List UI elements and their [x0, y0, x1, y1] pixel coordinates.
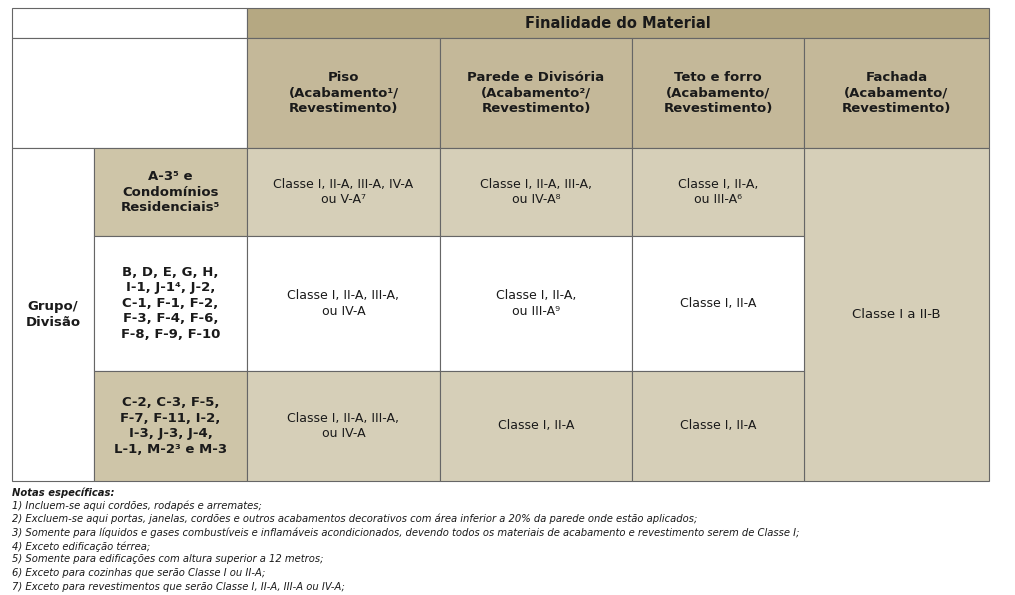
Bar — [247, 371, 439, 481]
Text: Grupo/
Divisão: Grupo/ Divisão — [25, 300, 80, 329]
Bar — [247, 148, 439, 236]
Text: 5) Somente para edificações com altura superior a 12 metros;: 5) Somente para edificações com altura s… — [12, 555, 324, 565]
Text: Piso
(Acabamento¹/
Revestimento): Piso (Acabamento¹/ Revestimento) — [288, 71, 399, 115]
Text: C-2, C-3, F-5,
F-7, F-11, I-2,
I-3, J-3, J-4,
L-1, M-2³ e M-3: C-2, C-3, F-5, F-7, F-11, I-2, I-3, J-3,… — [114, 396, 227, 456]
Text: Classe I, II-A, III-A,
ou IV-A⁸: Classe I, II-A, III-A, ou IV-A⁸ — [480, 178, 592, 206]
Bar — [94, 371, 247, 481]
Text: B, D, E, G, H,
I-1, J-1⁴, J-2,
C-1, F-1, F-2,
F-3, F-4, F-6,
F-8, F-9, F-10: B, D, E, G, H, I-1, J-1⁴, J-2, C-1, F-1,… — [121, 266, 220, 341]
Text: Classe I, II-A, III-A,
ou IV-A: Classe I, II-A, III-A, ou IV-A — [287, 412, 400, 440]
Bar — [439, 38, 632, 148]
Bar — [439, 371, 632, 481]
Text: Fachada
(Acabamento/
Revestimento): Fachada (Acabamento/ Revestimento) — [841, 71, 951, 115]
Text: 1) Incluem-se aqui cordões, rodapés e arremates;: 1) Incluem-se aqui cordões, rodapés e ar… — [12, 500, 262, 511]
Text: Classe I, II-A: Classe I, II-A — [680, 297, 756, 310]
Text: Finalidade do Material: Finalidade do Material — [525, 15, 710, 30]
Text: Parede e Divisória
(Acabamento²/
Revestimento): Parede e Divisória (Acabamento²/ Revesti… — [468, 71, 605, 115]
Text: Notas específicas:: Notas específicas: — [12, 487, 115, 497]
Text: 7) Exceto para revestimentos que serão Classe I, II-A, III-A ou IV-A;: 7) Exceto para revestimentos que serão C… — [12, 581, 345, 591]
Text: Classe I, II-A: Classe I, II-A — [497, 419, 574, 433]
Text: Classe I, II-A,
ou III-A⁶: Classe I, II-A, ou III-A⁶ — [678, 178, 758, 206]
Text: A-3⁵ e
Condomínios
Residenciais⁵: A-3⁵ e Condomínios Residenciais⁵ — [121, 170, 220, 214]
Bar — [804, 148, 989, 481]
Bar — [247, 8, 989, 38]
Text: Classe I, II-A, III-A,
ou IV-A: Classe I, II-A, III-A, ou IV-A — [287, 289, 400, 318]
Text: Classe I, II-A, III-A, IV-A
ou V-A⁷: Classe I, II-A, III-A, IV-A ou V-A⁷ — [273, 178, 413, 206]
Bar — [94, 148, 247, 236]
Text: 4) Exceto edificação térrea;: 4) Exceto edificação térrea; — [12, 541, 150, 552]
Bar — [632, 236, 804, 371]
Bar — [12, 148, 94, 481]
Bar — [632, 38, 804, 148]
Bar — [804, 38, 989, 148]
Text: Classe I a II-B: Classe I a II-B — [853, 308, 941, 321]
Text: Classe I, II-A: Classe I, II-A — [680, 419, 756, 433]
Bar — [247, 236, 439, 371]
Bar — [12, 38, 247, 148]
Text: 6) Exceto para cozinhas que serão Classe I ou II-A;: 6) Exceto para cozinhas que serão Classe… — [12, 568, 265, 578]
Text: 2) Excluem-se aqui portas, janelas, cordões e outros acabamentos decorativos com: 2) Excluem-se aqui portas, janelas, cord… — [12, 514, 697, 525]
Text: Teto e forro
(Acabamento/
Revestimento): Teto e forro (Acabamento/ Revestimento) — [664, 71, 772, 115]
Bar — [632, 371, 804, 481]
Bar — [439, 236, 632, 371]
Bar — [94, 236, 247, 371]
Bar — [12, 8, 247, 38]
Text: 3) Somente para líquidos e gases combustíveis e inflamáveis acondicionados, deve: 3) Somente para líquidos e gases combust… — [12, 528, 800, 538]
Bar — [632, 148, 804, 236]
Bar — [247, 38, 439, 148]
Text: Classe I, II-A,
ou III-A⁹: Classe I, II-A, ou III-A⁹ — [495, 289, 577, 318]
Bar — [439, 148, 632, 236]
